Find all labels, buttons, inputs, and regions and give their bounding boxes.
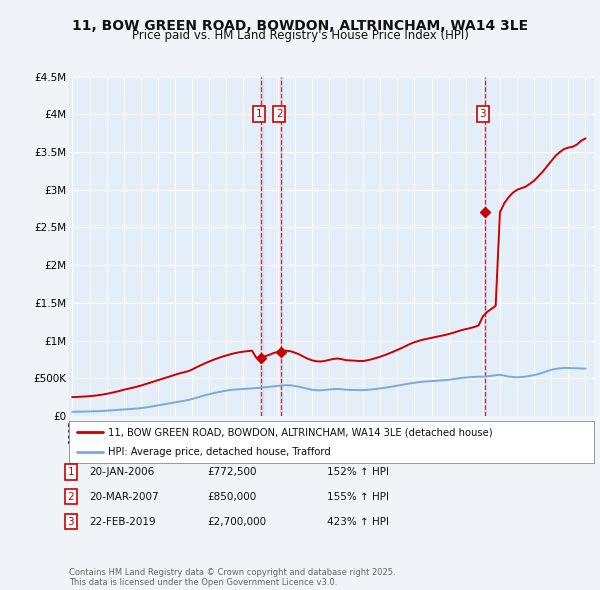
Text: 20-JAN-2006: 20-JAN-2006 xyxy=(89,467,154,477)
Text: 2: 2 xyxy=(67,492,74,502)
Text: Contains HM Land Registry data © Crown copyright and database right 2025.
This d: Contains HM Land Registry data © Crown c… xyxy=(69,568,395,587)
Text: 11, BOW GREEN ROAD, BOWDON, ALTRINCHAM, WA14 3LE (detached house): 11, BOW GREEN ROAD, BOWDON, ALTRINCHAM, … xyxy=(109,427,493,437)
Text: 11, BOW GREEN ROAD, BOWDON, ALTRINCHAM, WA14 3LE: 11, BOW GREEN ROAD, BOWDON, ALTRINCHAM, … xyxy=(72,19,528,34)
Text: 1: 1 xyxy=(256,109,263,119)
Text: HPI: Average price, detached house, Trafford: HPI: Average price, detached house, Traf… xyxy=(109,447,331,457)
Text: 22-FEB-2019: 22-FEB-2019 xyxy=(89,517,155,526)
Text: 155% ↑ HPI: 155% ↑ HPI xyxy=(327,492,389,502)
Text: Price paid vs. HM Land Registry's House Price Index (HPI): Price paid vs. HM Land Registry's House … xyxy=(131,30,469,42)
Text: 423% ↑ HPI: 423% ↑ HPI xyxy=(327,517,389,526)
Text: 152% ↑ HPI: 152% ↑ HPI xyxy=(327,467,389,477)
Bar xyxy=(280,77,283,416)
Text: £850,000: £850,000 xyxy=(207,492,256,502)
Text: 2: 2 xyxy=(276,109,283,119)
Bar xyxy=(260,77,263,416)
Text: 1: 1 xyxy=(67,467,74,477)
Text: 3: 3 xyxy=(67,517,74,526)
Text: 3: 3 xyxy=(479,109,486,119)
Bar xyxy=(484,77,486,416)
Text: £772,500: £772,500 xyxy=(207,467,257,477)
Text: £2,700,000: £2,700,000 xyxy=(207,517,266,526)
Text: 20-MAR-2007: 20-MAR-2007 xyxy=(89,492,158,502)
